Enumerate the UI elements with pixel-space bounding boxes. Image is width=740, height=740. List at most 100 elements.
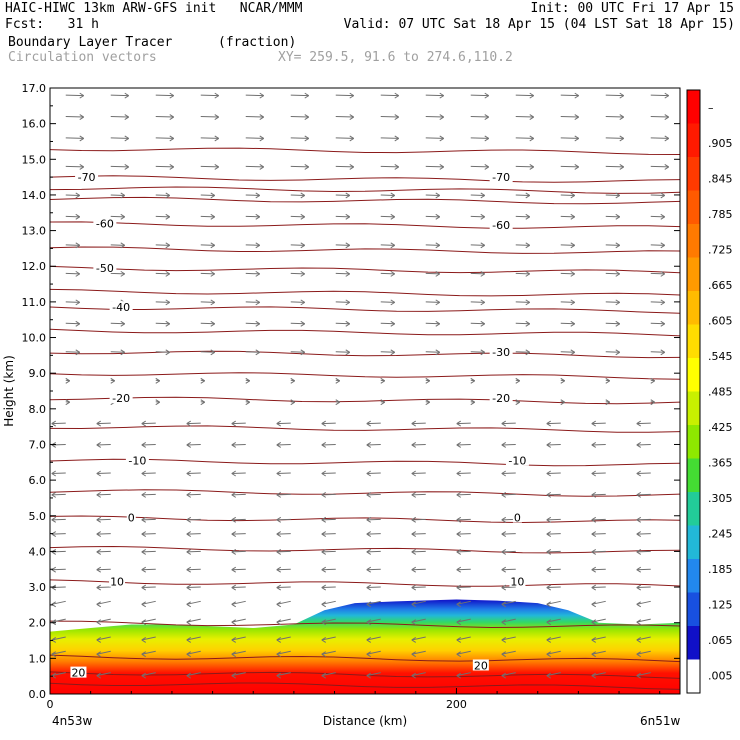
wind-vector	[425, 320, 441, 327]
temperature-contour	[50, 425, 680, 433]
wind-vector	[591, 566, 606, 573]
wind-vector	[290, 213, 306, 220]
colorbar-label: .425	[708, 421, 733, 434]
wind-vector	[456, 600, 471, 608]
wind-vector	[141, 566, 156, 573]
wind-vector	[456, 442, 471, 448]
wind-vector	[591, 584, 606, 591]
wind-vector	[380, 135, 400, 142]
contour-label: -10	[508, 455, 526, 468]
wind-vector	[65, 299, 81, 306]
colorbar-label: .485	[708, 386, 733, 399]
wind-vector	[335, 242, 351, 249]
wind-vector	[470, 242, 486, 249]
contour-label-bg	[109, 301, 133, 313]
contour-label-bg	[512, 511, 522, 523]
wind-vector	[321, 442, 336, 448]
colorbar-segment	[687, 157, 700, 191]
wind-vector	[366, 516, 381, 523]
wind-vector	[411, 566, 426, 573]
wind-vector	[51, 420, 66, 427]
colorbar-label: .605	[708, 315, 733, 328]
wind-vector	[51, 516, 66, 523]
wind-vector	[65, 213, 81, 220]
wind-vector	[546, 548, 561, 555]
wind-vector	[591, 672, 606, 679]
wind-vector	[560, 242, 576, 249]
temperature-contour	[50, 372, 680, 380]
wind-vector	[186, 491, 201, 498]
wind-vector	[231, 491, 246, 498]
wind-vector	[335, 299, 351, 306]
wind-vector	[276, 650, 291, 658]
wind-vector	[605, 320, 621, 327]
wind-vector	[335, 349, 351, 356]
colorbar-label: .305	[708, 492, 733, 505]
wind-vector	[276, 672, 291, 679]
wind-vector	[290, 192, 306, 199]
wind-vector	[515, 242, 531, 249]
colorbar-segment	[687, 659, 700, 694]
contour-label: 10	[110, 576, 124, 589]
wind-vector	[636, 672, 651, 679]
contour-label: -20	[112, 392, 130, 405]
temperature-contour	[50, 682, 680, 690]
wind-vector	[411, 600, 426, 608]
field-name: Boundary Layer Tracer	[8, 35, 173, 50]
wind-vector	[425, 242, 441, 249]
wind-vector	[425, 92, 445, 99]
wind-vector	[321, 470, 336, 477]
wind-vector	[366, 491, 381, 498]
wind-vector	[591, 470, 606, 477]
contour-label-bg	[472, 659, 489, 671]
wind-vector	[335, 377, 341, 384]
wind-vector	[141, 600, 156, 608]
contour-label: 20	[71, 667, 85, 680]
wind-vector	[96, 531, 111, 538]
wind-vector	[155, 213, 171, 220]
wind-vector	[141, 470, 156, 477]
wind-vector	[470, 192, 486, 199]
wind-vector	[366, 672, 381, 679]
wind-vector	[560, 192, 576, 199]
y-tick-label: 3.0	[29, 581, 47, 594]
y-tick-label: 5.0	[29, 510, 47, 523]
wind-vector	[51, 491, 66, 498]
wind-vector	[380, 164, 400, 170]
wind-vector	[425, 164, 445, 170]
wind-vector	[155, 320, 171, 327]
wind-vector	[501, 672, 516, 679]
temperature-contour	[50, 458, 680, 467]
colorbar-segment	[687, 559, 700, 593]
colorbar-label: .185	[708, 563, 733, 576]
wind-vector	[501, 650, 516, 658]
wind-vector	[290, 399, 296, 406]
y-tick-label: 11.0	[22, 296, 47, 309]
colorbar-label: .365	[708, 456, 733, 469]
wind-vector	[231, 470, 246, 477]
wind-vector	[65, 92, 85, 99]
y-tick-label: 4.0	[29, 545, 47, 558]
contour-label: -50	[96, 262, 114, 275]
wind-vector	[366, 531, 381, 538]
wind-vector	[501, 566, 516, 573]
wind-vector	[546, 650, 561, 658]
wind-vector	[186, 516, 201, 523]
wind-vector	[470, 92, 490, 99]
wind-vector	[380, 299, 396, 306]
wind-vector	[155, 242, 171, 249]
temperature-contour	[50, 515, 680, 524]
wind-vector	[560, 92, 580, 99]
wind-vector	[321, 516, 336, 523]
wind-vector	[321, 636, 336, 643]
wind-vector	[470, 164, 490, 170]
wind-vector	[515, 135, 535, 142]
wind-vector	[110, 192, 126, 199]
wind-vector	[186, 531, 201, 538]
y-tick-label: 1.0	[29, 652, 47, 665]
wind-vector	[276, 420, 291, 427]
wind-vector	[65, 192, 81, 199]
wind-vector	[141, 491, 156, 498]
wind-vector	[456, 566, 471, 573]
